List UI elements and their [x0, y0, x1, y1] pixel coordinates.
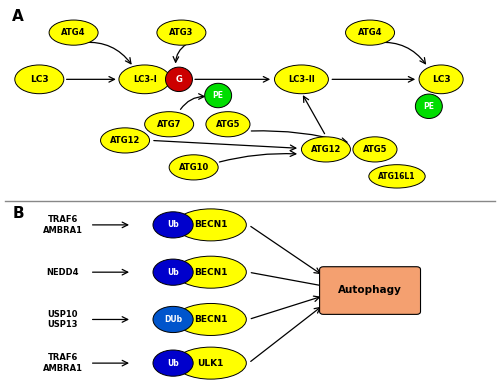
- Text: ATG4: ATG4: [358, 28, 382, 37]
- Text: G: G: [176, 75, 182, 84]
- Ellipse shape: [353, 137, 397, 162]
- Ellipse shape: [169, 155, 218, 180]
- Text: ATG12: ATG12: [311, 145, 341, 154]
- Ellipse shape: [49, 20, 98, 45]
- Text: A: A: [12, 9, 24, 24]
- Text: TRAF6
AMBRA1: TRAF6 AMBRA1: [43, 353, 83, 373]
- Ellipse shape: [15, 65, 64, 94]
- FancyBboxPatch shape: [320, 267, 420, 314]
- Ellipse shape: [274, 65, 328, 94]
- Ellipse shape: [119, 65, 171, 94]
- Text: USP10
USP13: USP10 USP13: [48, 310, 78, 329]
- Text: LC3: LC3: [432, 75, 450, 84]
- Text: Autophagy: Autophagy: [338, 285, 402, 295]
- Text: ATG10: ATG10: [178, 163, 209, 172]
- Ellipse shape: [166, 67, 192, 92]
- Text: ATG16L1: ATG16L1: [378, 172, 416, 181]
- Text: Ub: Ub: [167, 268, 179, 277]
- Ellipse shape: [153, 307, 193, 332]
- Text: ULK1: ULK1: [198, 359, 224, 368]
- Text: LC3-II: LC3-II: [288, 75, 315, 84]
- Ellipse shape: [176, 347, 246, 379]
- Ellipse shape: [100, 128, 150, 153]
- Text: LC3: LC3: [30, 75, 48, 84]
- Text: ATG12: ATG12: [110, 136, 140, 145]
- Ellipse shape: [144, 112, 194, 137]
- Ellipse shape: [176, 209, 246, 241]
- Text: TRAF6
AMBRA1: TRAF6 AMBRA1: [43, 215, 83, 235]
- Text: ATG4: ATG4: [62, 28, 86, 37]
- Text: PE: PE: [424, 102, 434, 111]
- Ellipse shape: [157, 20, 206, 45]
- Ellipse shape: [206, 112, 250, 137]
- Text: DUb: DUb: [164, 315, 182, 324]
- Ellipse shape: [204, 83, 232, 108]
- Text: NEDD4: NEDD4: [46, 268, 79, 277]
- Ellipse shape: [302, 137, 350, 162]
- Text: ATG5: ATG5: [216, 120, 240, 129]
- Ellipse shape: [419, 65, 463, 94]
- Ellipse shape: [153, 350, 193, 376]
- Text: BECN1: BECN1: [194, 315, 228, 324]
- Ellipse shape: [369, 165, 425, 188]
- Text: ATG7: ATG7: [157, 120, 182, 129]
- Ellipse shape: [153, 259, 193, 285]
- Ellipse shape: [153, 212, 193, 238]
- Text: PE: PE: [212, 91, 224, 100]
- Text: BECN1: BECN1: [194, 220, 228, 229]
- Text: Ub: Ub: [167, 359, 179, 368]
- Ellipse shape: [176, 303, 246, 336]
- Text: BECN1: BECN1: [194, 268, 228, 277]
- Text: B: B: [12, 206, 24, 221]
- Text: Ub: Ub: [167, 220, 179, 229]
- Ellipse shape: [176, 256, 246, 288]
- Ellipse shape: [416, 94, 442, 118]
- Ellipse shape: [346, 20, 395, 45]
- Text: LC3-I: LC3-I: [133, 75, 156, 84]
- Text: ATG5: ATG5: [362, 145, 387, 154]
- Text: ATG3: ATG3: [169, 28, 194, 37]
